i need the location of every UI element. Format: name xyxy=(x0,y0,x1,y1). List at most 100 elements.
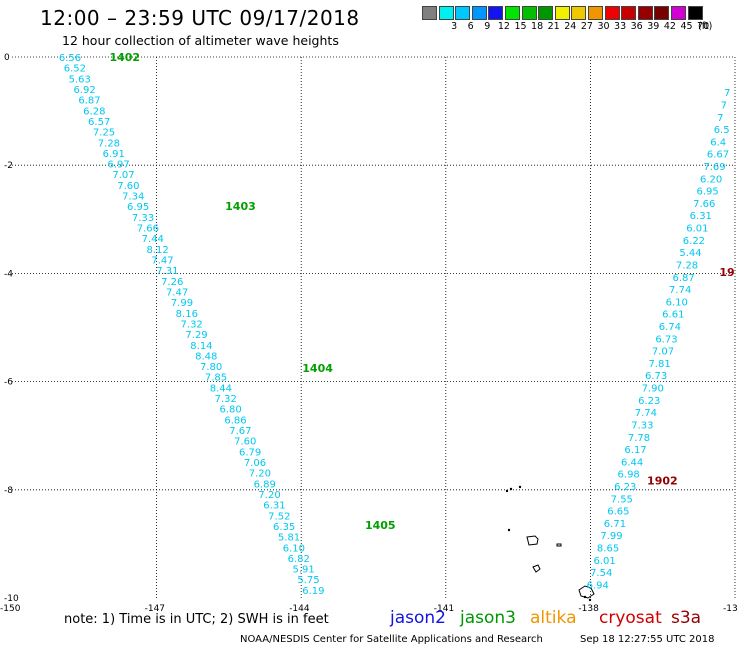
legend-label: 33 xyxy=(614,21,627,32)
swh-value: 6.01 xyxy=(593,556,615,567)
legend-swatch xyxy=(422,6,437,20)
islet-dot xyxy=(518,485,522,489)
islet-dot xyxy=(588,598,592,602)
lon-tick-label: -144 xyxy=(289,604,310,614)
swh-value: 7.66 xyxy=(693,199,715,210)
swh-value: 6.95 xyxy=(697,187,719,198)
legend-swatch xyxy=(654,6,670,20)
legend-label: 39 xyxy=(647,21,660,32)
legend-label: 42 xyxy=(663,21,676,32)
swh-value: 7.90 xyxy=(642,384,664,395)
track-time: 1404 xyxy=(302,362,333,375)
legend-label: 15 xyxy=(514,21,527,32)
swh-value: 7.29 xyxy=(185,330,207,341)
swh-value: 8.12 xyxy=(146,245,168,256)
swh-value: 6.65 xyxy=(607,507,629,518)
legend-label: 70 xyxy=(697,21,710,32)
swh-value: 8.14 xyxy=(190,341,212,352)
track-time: 1402 xyxy=(109,51,140,64)
swh-value: 6.98 xyxy=(618,470,640,481)
legend-swatch xyxy=(471,6,487,20)
swh-value: 7.07 xyxy=(652,347,674,358)
credit-text: NOAA/NESDIS Center for Satellite Applica… xyxy=(240,634,543,645)
lat-tick-label: 0 xyxy=(4,53,10,63)
swh-value: 7.44 xyxy=(142,234,164,245)
swh-value: 8.16 xyxy=(176,309,198,320)
island-outline xyxy=(532,564,541,573)
swh-value: 7.31 xyxy=(156,266,178,277)
swh-value: 5.91 xyxy=(293,565,315,576)
swh-value: 7.54 xyxy=(590,568,612,579)
legend-swatch xyxy=(455,6,471,20)
legend-swatch xyxy=(554,6,570,20)
swh-value: 6.5 xyxy=(714,125,730,136)
legend-label: 6 xyxy=(467,21,474,32)
swh-value: 7.67 xyxy=(229,426,251,437)
legend-swatch xyxy=(438,6,454,20)
swh-value: 5.75 xyxy=(297,575,319,586)
swh-value: 7.52 xyxy=(268,511,290,522)
swh-value: 6.97 xyxy=(108,160,130,171)
island-outline xyxy=(526,535,539,546)
swh-value: 6.67 xyxy=(707,150,729,161)
swh-value: 7.32 xyxy=(181,319,203,330)
swh-value: 6.31 xyxy=(690,211,712,222)
legend-swatch xyxy=(571,6,587,20)
note-text: note: 1) Time is in UTC; 2) SWH is in fe… xyxy=(64,612,329,627)
swh-value: 8.65 xyxy=(597,544,619,555)
swh-value: 6.31 xyxy=(263,501,285,512)
swh-value: 6.73 xyxy=(655,334,677,345)
swh-value: 6.44 xyxy=(621,457,643,468)
swh-value: 6.52 xyxy=(64,64,86,75)
legend-swatch xyxy=(687,6,703,20)
island-outline xyxy=(578,585,595,599)
legend-swatch xyxy=(604,6,620,20)
swh-value: 7.07 xyxy=(112,170,134,181)
swh-value: 7 xyxy=(721,100,727,111)
swh-value: 7 xyxy=(724,88,730,99)
swh-value: 7.28 xyxy=(98,138,120,149)
track-time: 1405 xyxy=(365,519,396,532)
legend-swatch xyxy=(637,6,653,20)
swh-value: 7.99 xyxy=(600,531,622,542)
islet-dot xyxy=(505,489,509,493)
legend-swatch xyxy=(505,6,520,20)
swh-value: 7.26 xyxy=(161,277,183,288)
swh-value: 7.20 xyxy=(249,469,271,480)
legend-unit: (ft) xyxy=(698,21,713,32)
lon-tick-label: -13 xyxy=(723,604,738,614)
lon-tick-label: -150 xyxy=(0,604,21,614)
swh-value: 7.78 xyxy=(628,433,650,444)
swh-value: 7.99 xyxy=(171,298,193,309)
islet-dot xyxy=(509,487,513,491)
swh-value: 8.44 xyxy=(210,383,232,394)
map-subtitle: 12 hour collection of altimeter wave hei… xyxy=(62,33,339,48)
swh-value: 6.80 xyxy=(219,405,241,416)
satellite-label-cryosat: cryosat xyxy=(599,608,662,628)
swh-value: 6.79 xyxy=(239,447,261,458)
swh-value: 7.32 xyxy=(215,394,237,405)
swh-value: 7.81 xyxy=(648,359,670,370)
swh-value: 6.56 xyxy=(59,53,81,64)
swh-value: 7.47 xyxy=(166,287,188,298)
swh-value: 7.28 xyxy=(676,260,698,271)
legend-label: 3 xyxy=(451,21,458,32)
swh-value: 7.69 xyxy=(703,162,725,173)
swh-value: 6.28 xyxy=(83,106,105,117)
swh-value: 6.10 xyxy=(666,297,688,308)
legend-swatch xyxy=(538,6,554,20)
lat-tick-label: -6 xyxy=(4,378,13,388)
swh-value: 7.47 xyxy=(151,255,173,266)
map-title: 12:00 – 23:59 UTC 09/17/2018 xyxy=(40,6,360,30)
satellite-label-s3a: s3a xyxy=(671,608,702,628)
legend-label: 27 xyxy=(580,21,593,32)
satellite-label-altika: altika xyxy=(530,608,577,628)
legend-label: 36 xyxy=(630,21,643,32)
island-outline xyxy=(556,543,562,547)
swh-value: 6.86 xyxy=(224,415,246,426)
swh-value: 6.20 xyxy=(700,174,722,185)
lat-tick-label: -10 xyxy=(4,594,19,604)
swh-value: 7.60 xyxy=(117,181,139,192)
swh-value: 5.81 xyxy=(278,533,300,544)
